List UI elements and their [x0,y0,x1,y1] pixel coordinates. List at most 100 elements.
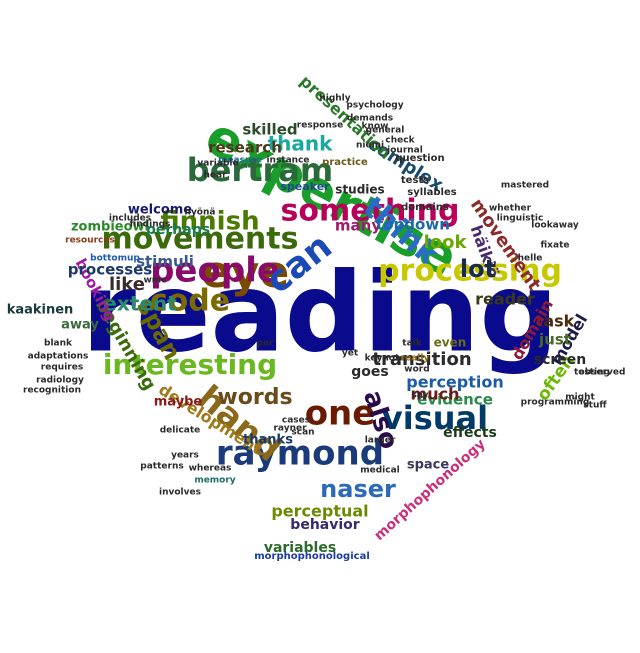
cloud-word: syllables [407,187,456,198]
cloud-word: bottomup [90,254,140,264]
cloud-word: something [281,194,460,229]
cloud-word: niemi [356,141,384,151]
cloud-word: helle [518,254,543,264]
cloud-word: evidence [417,391,493,409]
cloud-word: finnish [160,207,259,237]
cloud-word: kaakinen [7,303,74,318]
cloud-word: effects [443,425,497,441]
cloud-word: delicate [160,426,201,436]
cloud-word: say [411,391,428,401]
cloud-word: eye [201,247,289,298]
cloud-word: skilled [242,121,297,139]
cloud-word: mastered [501,181,549,191]
cloud-word: testing [574,368,610,378]
cloud-word: fixate [541,241,570,251]
cloud-word: wmc [143,276,166,286]
cloud-word: really [401,354,430,364]
cloud-word: includes [109,214,151,224]
cloud-word: instance [266,156,309,166]
cloud-word: talk [402,339,422,349]
cloud-word: behavior [290,517,359,533]
cloud-word: reader [475,290,535,309]
cloud-word: larger [365,436,396,446]
cloud-word: many [335,217,381,235]
cloud-word: look [424,232,468,253]
cloud-word: blank [44,339,73,349]
cloud-word: yet [342,349,359,359]
cloud-word: hear [203,171,227,181]
cloud-word: thank [268,132,334,156]
cloud-word: keynote [365,354,406,364]
cloud-word: naser [320,475,396,503]
cloud-word: topdown [376,216,450,234]
cloud-word: much [411,385,460,404]
cloud-word: lookaway [531,221,579,231]
cloud-word: speaker [280,180,330,193]
cloud-word: maybe [154,395,203,410]
cloud-word: medical [360,466,400,476]
cloud-word: zombieowl [71,220,149,235]
cloud-word: response [297,121,343,131]
cloud-word: recognition [23,386,81,396]
cloud-word: measure [218,156,262,166]
cloud-word: raymond [216,434,384,474]
cloud-word: memory [194,476,235,486]
cloud-word: variables [264,540,336,556]
cloud-word: people [150,251,280,291]
cloud-word: research [208,139,282,157]
cloud-word: one [305,394,376,434]
cloud-word: might [565,393,595,403]
cloud-word: reading [82,248,559,376]
cloud-word: tests [401,175,429,186]
cloud-word: cases [282,416,310,426]
cloud-word: studies [335,183,384,197]
cloud-word: perception [406,373,504,392]
cloud-word: stimuli [136,253,194,271]
cloud-word: just [538,331,571,349]
cloud-word: radiology [36,376,84,386]
cloud-word: perhaps [146,222,210,238]
cloud-word: whether [489,204,532,214]
cloud-word: word [404,365,429,375]
cloud-word: even [434,336,467,350]
cloud-word: hyönä [185,208,216,218]
cloud-word: visual [382,399,488,437]
cloud-word: patterns [140,462,183,472]
cloud-word: adaptations [28,352,89,362]
cloud-word: bertram [187,151,333,189]
cloud-word: rayner [273,424,307,434]
cloud-word: transition [372,349,471,370]
cloud-word: stuff [583,401,607,411]
cloud-word: years [171,451,199,461]
cloud-word: question [395,153,444,164]
cloud-word: findings [130,220,171,230]
cloud-word: observed [579,368,626,378]
cloud-word: demands [347,114,393,124]
cloud-word: screen [534,352,587,368]
cloud-word: away [61,318,99,333]
cloud-word: variable [197,159,238,169]
cloud-word: interesting [103,348,277,381]
cloud-word: domains [401,202,449,213]
cloud-word: like [109,274,145,295]
cloud-word: linguistic [497,214,544,224]
cloud-word: programming [521,398,590,408]
cloud-word: lot [460,255,496,283]
cloud-word: know [362,122,389,132]
cloud-word: extent [103,292,177,316]
cloud-word: per [257,339,275,349]
cloud-word: highly [319,94,350,104]
cloud-word: practice [322,157,368,168]
cloud-word: resources [65,236,115,246]
cloud-word: perceptual [271,502,368,521]
cloud-word: whereas [189,464,232,474]
cloud-word: goes [351,364,388,380]
cloud-word: involves [159,488,201,498]
cloud-word: task [536,312,575,331]
cloud-word: morphophonological [254,551,370,562]
cloud-word: thanks [243,433,293,448]
cloud-word: general [366,126,405,136]
cloud-word: movements [102,222,299,257]
cloud-word: requires [41,363,83,373]
